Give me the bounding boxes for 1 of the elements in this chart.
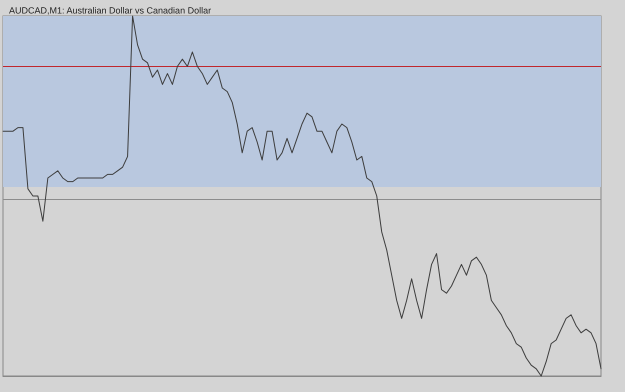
chart-title: AUDCAD,M1: Australian Dollar vs Canadian Dollar xyxy=(9,6,212,16)
